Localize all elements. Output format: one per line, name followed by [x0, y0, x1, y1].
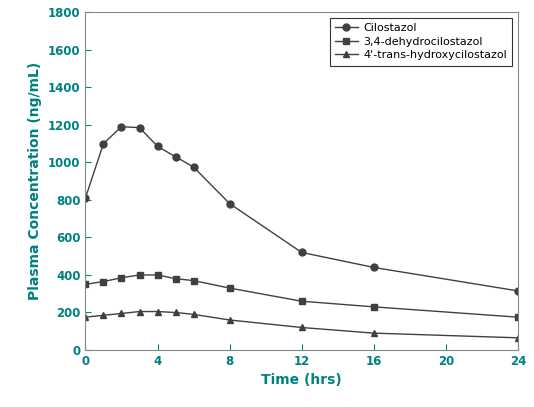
4'-trans-hydroxycilostazol: [172, 310, 179, 315]
3,4-dehydrocilostazol: [154, 273, 161, 278]
3,4-dehydrocilostazol: [172, 276, 179, 281]
Cilostazol: [226, 201, 233, 206]
4'-trans-hydroxycilostazol: [154, 309, 161, 314]
Cilostazol: [100, 141, 107, 146]
Cilostazol: [190, 164, 197, 169]
3,4-dehydrocilostazol: [299, 299, 305, 304]
4'-trans-hydroxycilostazol: [119, 311, 125, 316]
Cilostazol: [154, 144, 161, 149]
3,4-dehydrocilostazol: [515, 315, 521, 319]
4'-trans-hydroxycilostazol: [299, 325, 305, 330]
Cilostazol: [119, 124, 125, 129]
4'-trans-hydroxycilostazol: [190, 312, 197, 317]
4'-trans-hydroxycilostazol: [515, 335, 521, 340]
Line: 3,4-dehydrocilostazol: 3,4-dehydrocilostazol: [82, 271, 522, 321]
3,4-dehydrocilostazol: [226, 286, 233, 291]
Cilostazol: [371, 265, 377, 270]
3,4-dehydrocilostazol: [190, 278, 197, 283]
4'-trans-hydroxycilostazol: [136, 309, 143, 314]
Cilostazol: [299, 250, 305, 255]
4'-trans-hydroxycilostazol: [371, 330, 377, 335]
Cilostazol: [515, 289, 521, 293]
3,4-dehydrocilostazol: [100, 279, 107, 284]
Line: 4'-trans-hydroxycilostazol: 4'-trans-hydroxycilostazol: [82, 308, 522, 341]
Legend: Cilostazol, 3,4-dehydrocilostazol, 4'-trans-hydroxycilostazol: Cilostazol, 3,4-dehydrocilostazol, 4'-tr…: [330, 18, 513, 66]
Cilostazol: [82, 196, 89, 201]
X-axis label: Time (hrs): Time (hrs): [261, 374, 342, 387]
Line: Cilostazol: Cilostazol: [82, 123, 522, 294]
4'-trans-hydroxycilostazol: [82, 315, 89, 319]
Cilostazol: [136, 125, 143, 130]
3,4-dehydrocilostazol: [371, 304, 377, 309]
4'-trans-hydroxycilostazol: [100, 313, 107, 318]
Y-axis label: Plasma Concentration (ng/mL): Plasma Concentration (ng/mL): [28, 62, 42, 300]
Cilostazol: [172, 154, 179, 159]
3,4-dehydrocilostazol: [119, 275, 125, 280]
3,4-dehydrocilostazol: [136, 273, 143, 278]
3,4-dehydrocilostazol: [82, 282, 89, 287]
4'-trans-hydroxycilostazol: [226, 317, 233, 322]
